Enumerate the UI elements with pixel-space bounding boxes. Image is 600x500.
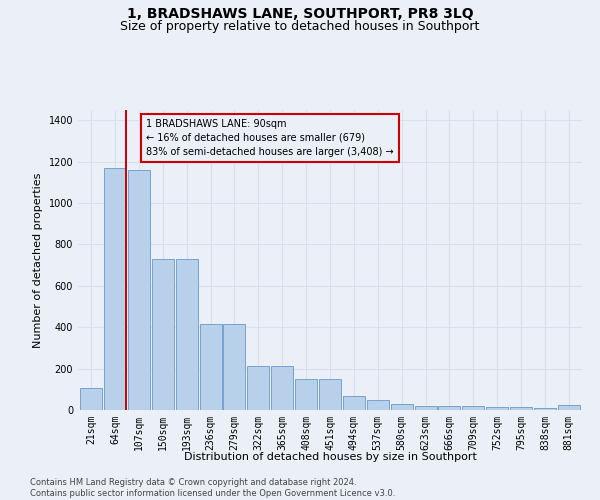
Bar xyxy=(271,366,293,410)
Bar xyxy=(391,404,413,410)
Bar xyxy=(367,400,389,410)
Text: 1 BRADSHAWS LANE: 90sqm
← 16% of detached houses are smaller (679)
83% of semi-d: 1 BRADSHAWS LANE: 90sqm ← 16% of detache… xyxy=(146,119,394,157)
Bar xyxy=(80,388,102,410)
Bar xyxy=(104,168,126,410)
Bar xyxy=(486,408,508,410)
Text: 1, BRADSHAWS LANE, SOUTHPORT, PR8 3LQ: 1, BRADSHAWS LANE, SOUTHPORT, PR8 3LQ xyxy=(127,8,473,22)
Bar xyxy=(200,324,221,410)
Bar xyxy=(343,396,365,410)
Bar xyxy=(176,259,197,410)
Text: Size of property relative to detached houses in Southport: Size of property relative to detached ho… xyxy=(121,20,479,33)
Bar xyxy=(128,170,150,410)
Bar xyxy=(295,380,317,410)
Bar xyxy=(319,380,341,410)
Bar xyxy=(463,406,484,410)
Bar xyxy=(439,406,460,410)
Bar xyxy=(223,324,245,410)
Bar xyxy=(152,259,174,410)
Y-axis label: Number of detached properties: Number of detached properties xyxy=(33,172,43,348)
Text: Contains HM Land Registry data © Crown copyright and database right 2024.
Contai: Contains HM Land Registry data © Crown c… xyxy=(30,478,395,498)
Bar xyxy=(510,408,532,410)
Bar xyxy=(534,408,556,410)
Bar xyxy=(558,405,580,410)
Bar xyxy=(415,406,437,410)
Text: Distribution of detached houses by size in Southport: Distribution of detached houses by size … xyxy=(184,452,476,462)
Bar xyxy=(247,366,269,410)
